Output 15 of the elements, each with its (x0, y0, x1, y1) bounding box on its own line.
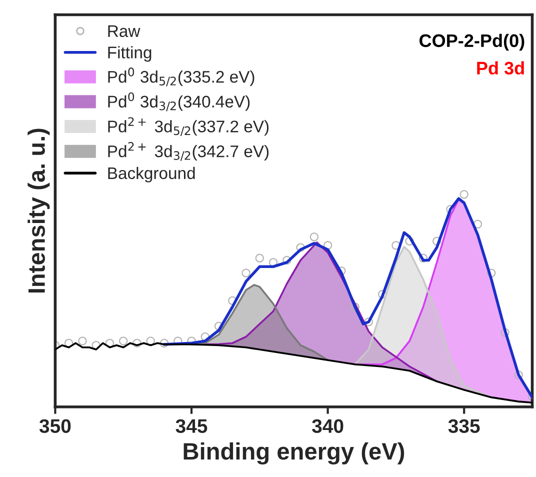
text: COP-2-Pd(0) (420, 34, 524, 51)
legend-label: Raw (108, 25, 140, 38)
legend-label: Pd$^{0}$ 3d$_{3/2}$(340.4eV) (108, 92, 250, 112)
x-tick-label: 350 (39, 419, 71, 433)
x-tick-label: 335 (448, 419, 480, 433)
x-axis-title: Binding energy (eV) (184, 442, 404, 464)
legend-label: Pd$^{2+}$ 3d$_{3/2}$(342.7 eV) (108, 142, 269, 161)
x-tick-label: 340 (312, 419, 344, 433)
y-axis-title: Intensity (a. u.) (28, 128, 50, 293)
x-tick-label: 345 (176, 419, 208, 433)
legend-label: Fitting (108, 46, 152, 62)
legend-label: Pd$^{0}$ 3d$_{5/2}$(335.2 eV) (108, 68, 254, 86)
legend-label: Background (108, 166, 195, 182)
legend-label: Pd$^{2+}$ 3d$_{5/2}$(337.2 eV) (108, 117, 269, 136)
text: Pd 3d (477, 61, 524, 75)
